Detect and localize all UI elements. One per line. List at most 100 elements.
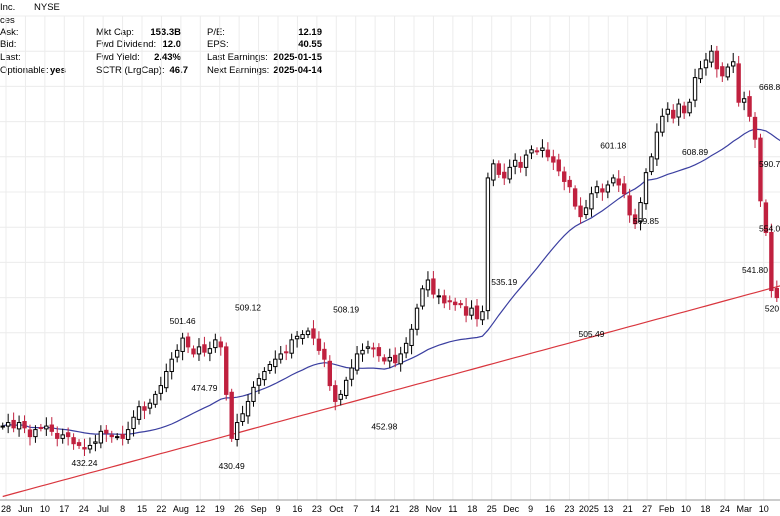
x-tick-label: 26 bbox=[234, 504, 244, 514]
candle bbox=[273, 350, 278, 374]
x-tick-label: 28 bbox=[1, 504, 11, 514]
candle-body bbox=[224, 346, 229, 395]
candle-body bbox=[589, 193, 594, 210]
candle bbox=[398, 346, 403, 372]
company-name: Inc. bbox=[0, 2, 16, 13]
candle bbox=[747, 90, 752, 122]
candle bbox=[572, 185, 578, 210]
candle-body bbox=[747, 96, 752, 117]
x-tick-label: 2025 bbox=[579, 504, 599, 514]
candle bbox=[458, 300, 463, 309]
candle bbox=[551, 149, 556, 170]
candle-body bbox=[769, 231, 774, 292]
candle bbox=[774, 280, 780, 302]
candle bbox=[638, 197, 643, 231]
candle-body bbox=[398, 353, 403, 365]
candle bbox=[65, 427, 71, 446]
x-tick-label: 9 bbox=[528, 504, 533, 514]
candle bbox=[234, 413, 240, 447]
x-tick-label: 23 bbox=[312, 504, 322, 514]
candle bbox=[714, 45, 720, 78]
candle-body bbox=[578, 205, 583, 218]
candle bbox=[93, 434, 98, 452]
candles bbox=[0, 45, 780, 456]
pe-value: 12.19 bbox=[298, 27, 322, 38]
price-annotation: 505.49 bbox=[578, 329, 604, 339]
candle-body bbox=[453, 301, 458, 306]
candle-body bbox=[213, 339, 218, 349]
candle-body bbox=[458, 303, 463, 306]
candle bbox=[180, 332, 185, 361]
candle-body bbox=[311, 328, 316, 339]
candle bbox=[371, 342, 376, 358]
candle-body bbox=[27, 429, 33, 438]
candle bbox=[125, 421, 131, 444]
candle bbox=[643, 168, 649, 210]
candle-body bbox=[463, 306, 469, 316]
x-tick-label: Mar bbox=[737, 504, 753, 514]
candle bbox=[44, 417, 49, 436]
price-annotation: 474.79 bbox=[191, 383, 217, 393]
candle bbox=[507, 159, 512, 184]
candle-body bbox=[174, 349, 180, 358]
x-tick-label: 28 bbox=[409, 504, 419, 514]
candle-body bbox=[725, 66, 730, 78]
candle-body bbox=[671, 109, 676, 119]
eps-label: EPS: bbox=[207, 39, 229, 50]
candle bbox=[333, 380, 338, 411]
candle-body bbox=[387, 356, 392, 362]
candle-body bbox=[333, 385, 338, 402]
candle bbox=[621, 175, 627, 199]
price-annotations: 432.24 474.79 501.46 509.12 430.49 508.19 452.… bbox=[71, 82, 780, 471]
candle-body bbox=[649, 156, 654, 173]
candle bbox=[60, 428, 65, 444]
candle-body bbox=[376, 347, 382, 357]
candle-body bbox=[681, 105, 687, 114]
candle bbox=[158, 376, 164, 401]
candle bbox=[55, 426, 60, 447]
candle bbox=[540, 139, 545, 158]
candle bbox=[174, 344, 180, 363]
candle bbox=[153, 390, 158, 408]
x-tick-label: 16 bbox=[292, 504, 302, 514]
candle-body bbox=[638, 202, 643, 223]
candle-body bbox=[502, 171, 507, 179]
candle-body bbox=[654, 131, 660, 160]
candle bbox=[71, 433, 76, 450]
x-tick-label: Nov bbox=[425, 504, 442, 514]
candle-body bbox=[605, 184, 611, 193]
candle-body bbox=[158, 385, 164, 394]
candle-body bbox=[600, 188, 605, 193]
candle bbox=[654, 123, 660, 166]
candle bbox=[752, 112, 758, 148]
candle-body bbox=[632, 214, 638, 225]
candle bbox=[469, 300, 474, 320]
mktcap-label: Mkt Cap: bbox=[96, 27, 135, 38]
candle bbox=[431, 271, 436, 299]
price-annotation: 430.49 bbox=[219, 461, 245, 471]
candle bbox=[616, 170, 621, 192]
fwd-div-value: 12.0 bbox=[162, 39, 182, 50]
candle-body bbox=[278, 353, 283, 360]
candle bbox=[300, 330, 305, 345]
candle-body bbox=[147, 402, 153, 409]
x-tick-label: 10 bbox=[759, 504, 769, 514]
candle bbox=[425, 271, 431, 297]
candle-body bbox=[338, 393, 343, 400]
candle-body bbox=[82, 447, 87, 450]
x-tick-label: 24 bbox=[720, 504, 730, 514]
candle-body bbox=[616, 178, 621, 186]
candle-body bbox=[393, 354, 398, 364]
candle-body bbox=[512, 159, 518, 167]
price-annotation: 541.80 bbox=[742, 265, 768, 275]
sctr-value: 46.7 bbox=[169, 65, 189, 76]
x-tick-label: 19 bbox=[215, 504, 225, 514]
candle-body bbox=[316, 338, 322, 351]
candle-body bbox=[763, 202, 769, 233]
candle-body bbox=[643, 172, 649, 205]
candle bbox=[11, 412, 16, 433]
x-tick-label: Oct bbox=[329, 504, 344, 514]
candle bbox=[196, 338, 202, 361]
candle bbox=[22, 415, 27, 434]
candle bbox=[202, 336, 207, 357]
